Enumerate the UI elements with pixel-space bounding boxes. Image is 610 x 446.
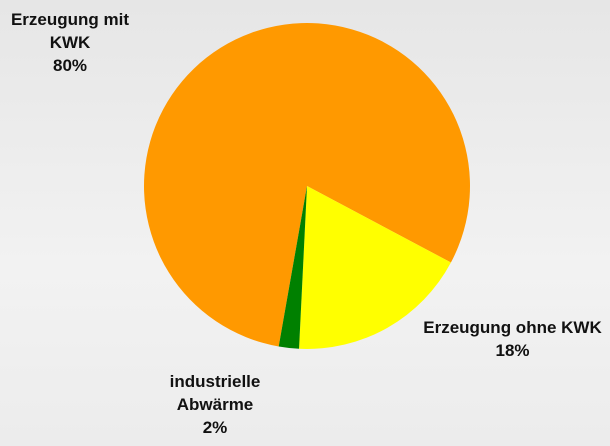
value-label: 80% — [52, 56, 88, 75]
pie-slice — [144, 22, 471, 347]
pie-slice — [278, 186, 307, 349]
slice-label: Erzeugung mit KWK 80% — [0, 8, 140, 77]
category-label: industrielle Abwärme — [169, 372, 261, 414]
value-label: 2% — [202, 418, 228, 437]
pie-slice — [299, 186, 451, 349]
value-label: 18% — [495, 341, 530, 360]
slice-label: industrielle Abwärme 2% — [130, 370, 300, 439]
category-label: Erzeugung ohne KWK — [423, 318, 602, 337]
slice-label: Erzeugung ohne KWK 18% — [420, 316, 605, 362]
category-label: Erzeugung mit KWK — [10, 10, 130, 52]
